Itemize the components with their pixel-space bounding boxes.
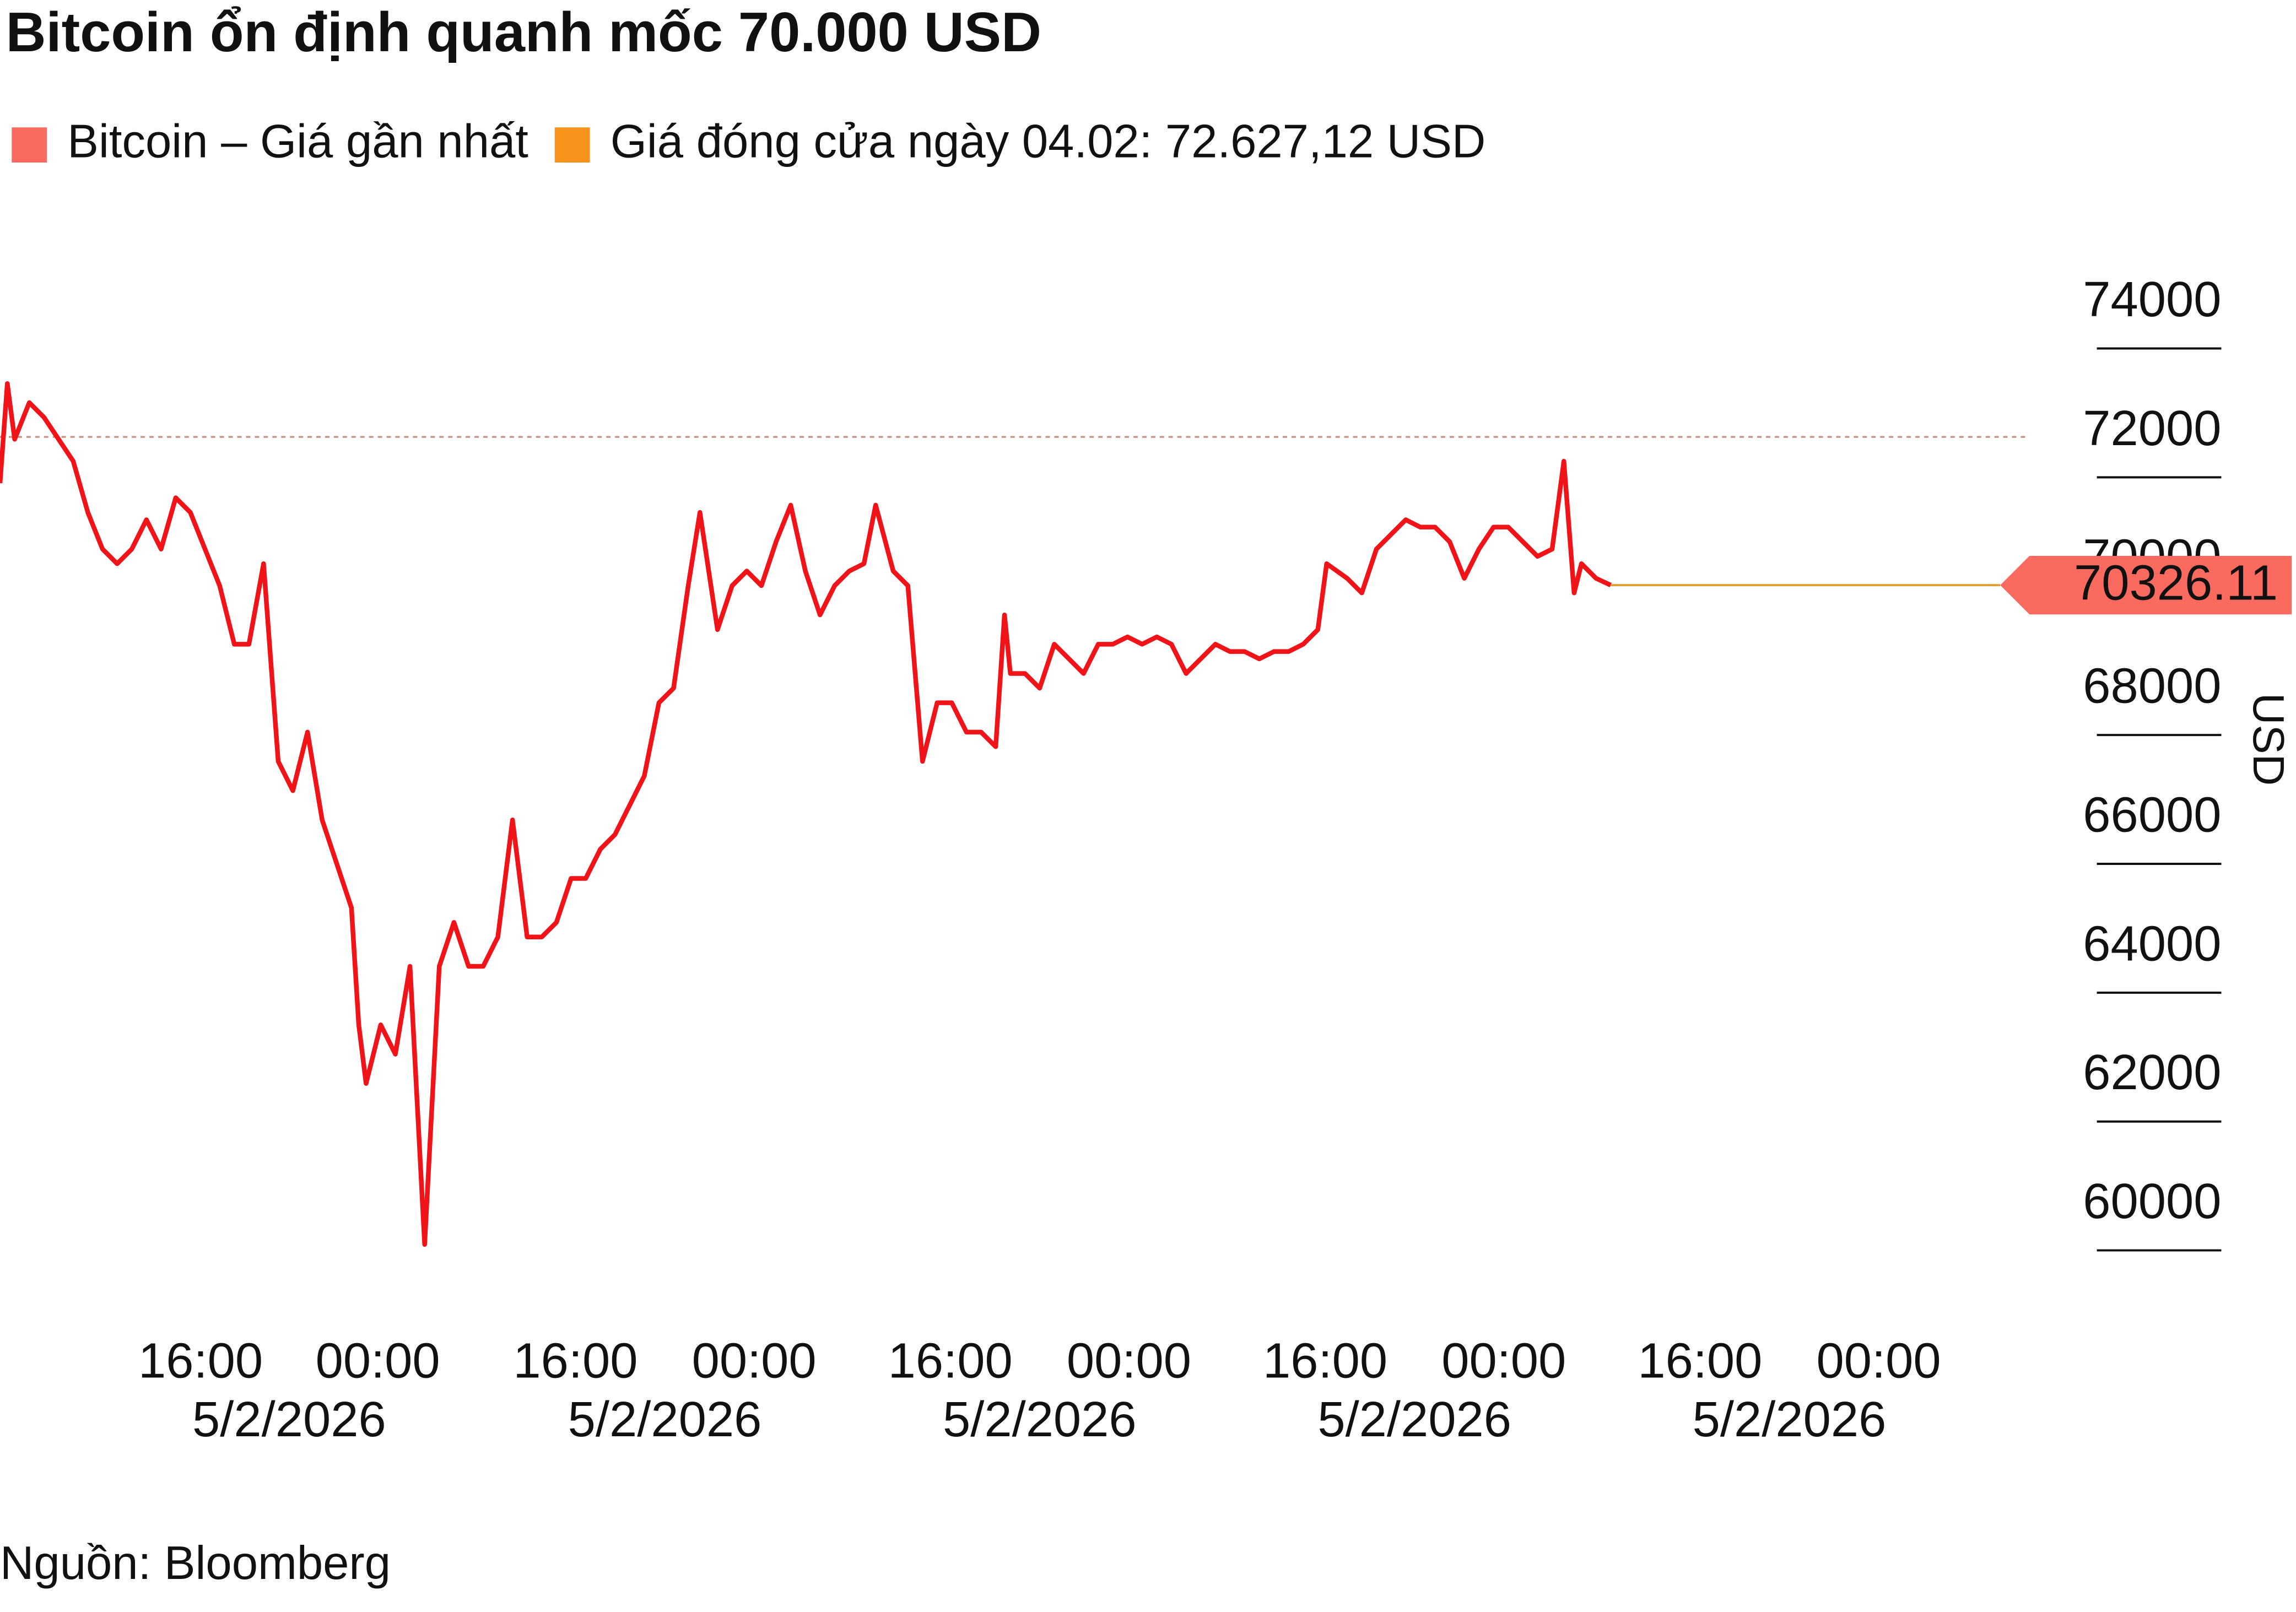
last-value-label: 70326.11 — [2074, 555, 2278, 611]
x-date-label: 5/2/2026 — [568, 1392, 762, 1447]
y-tick-label: 72000 — [2083, 401, 2221, 456]
y-tick-label: 62000 — [2083, 1045, 2221, 1100]
legend-label: Bitcoin – Giá gần nhất — [67, 116, 528, 168]
x-date-label: 5/2/2026 — [192, 1392, 386, 1447]
y-tick-label: 60000 — [2083, 1173, 2221, 1229]
legend-label: Giá đóng cửa ngày 04.02: 72.627,12 USD — [611, 116, 1486, 168]
x-tick-label: 16:00 — [1638, 1333, 1762, 1389]
x-tick-label: 00:00 — [692, 1333, 817, 1389]
source: Nguồn: Bloomberg — [0, 1537, 391, 1589]
legend-swatch — [12, 127, 47, 163]
x-tick-label: 16:00 — [138, 1333, 263, 1389]
x-tick-label: 00:00 — [1817, 1333, 1941, 1389]
last-value-flag — [2000, 555, 2292, 615]
x-tick-label: 16:00 — [513, 1333, 638, 1389]
x-date-label: 5/2/2026 — [1317, 1392, 1511, 1447]
x-date-label: 5/2/2026 — [943, 1392, 1137, 1447]
y-tick-label: 68000 — [2083, 658, 2221, 714]
chart-title: Bitcoin ổn định quanh mốc 70.000 USD — [6, 2, 1041, 63]
y-tick-label: 64000 — [2083, 916, 2221, 971]
y-tick-label: 74000 — [2083, 272, 2221, 327]
price-line — [0, 381, 1612, 1247]
x-tick-label: 16:00 — [888, 1333, 1013, 1389]
legend-swatch — [554, 127, 590, 163]
y-axis-title: USD — [2244, 693, 2293, 786]
x-tick-label: 00:00 — [1067, 1333, 1191, 1389]
x-date-label: 5/2/2026 — [1693, 1392, 1887, 1447]
x-tick-label: 16:00 — [1263, 1333, 1387, 1389]
x-tick-label: 00:00 — [1441, 1333, 1566, 1389]
y-tick-label: 66000 — [2083, 787, 2221, 842]
x-tick-label: 00:00 — [316, 1333, 440, 1389]
